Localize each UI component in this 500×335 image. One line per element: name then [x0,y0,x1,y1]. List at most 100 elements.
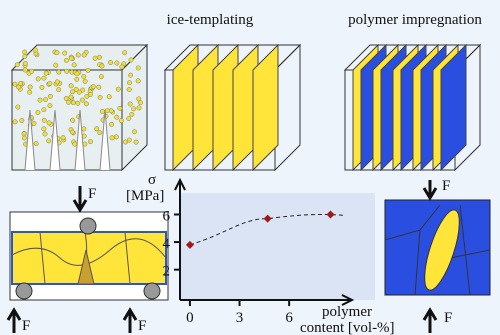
particle [47,121,51,125]
particle [76,101,80,105]
force-label: F [444,310,452,326]
particle [116,87,120,91]
particle [131,107,135,111]
particle [120,65,124,69]
particle [122,51,126,55]
particle [46,139,50,143]
particle [69,95,73,99]
panel-title: ice-templating [167,12,254,28]
particle [64,58,68,62]
particle [22,136,26,140]
particle [110,136,114,140]
particle [84,102,88,106]
particle [114,135,118,139]
x-tick-label: 3 [236,310,244,326]
particle [44,71,48,75]
force-label: F [22,318,30,334]
particle [57,87,61,91]
particle [86,68,90,72]
particle [42,107,46,111]
particle [70,130,74,134]
x-axis-label: polymer [322,304,372,320]
particle [70,118,74,122]
particle [98,130,102,134]
particle [128,102,132,106]
particle [80,98,84,102]
particle [136,79,140,83]
particle [88,92,92,96]
particle [27,90,31,94]
particle [82,127,86,131]
particle [40,85,44,89]
particle [18,81,22,85]
particle [55,50,59,54]
roller [80,218,96,234]
particle [136,66,140,70]
particle [97,85,101,89]
particle [20,118,24,122]
y-axis-unit: [MPa] [126,188,164,204]
particle [137,97,141,101]
particle [132,130,136,134]
particle [23,61,27,65]
particle [88,139,92,143]
particle [83,79,87,83]
particle [94,127,98,131]
particle [91,84,95,88]
roller [16,283,32,299]
particle [42,76,46,80]
y-axis-symbol: σ [148,172,156,188]
particle [69,56,73,60]
particle [118,106,122,110]
particle [57,70,61,74]
particle [137,106,141,110]
particle [15,62,19,66]
particle [127,116,131,120]
particle [72,63,76,67]
x-tick-label: 6 [285,310,293,326]
particle [127,138,131,142]
particle [69,84,73,88]
y-tick-label: 6 [163,208,171,224]
particle [43,132,47,136]
particle [42,127,46,131]
particle [99,74,103,78]
panel-title: polymer impregnation [348,12,482,28]
particle [63,51,67,55]
x-axis-label: content [vol-%] [300,320,395,335]
particle [130,112,134,116]
particle [43,97,47,101]
particle [29,69,33,73]
particle [48,103,52,107]
particle [48,94,52,98]
particle [97,55,101,59]
particle [54,63,58,67]
particle [64,96,68,100]
particle [77,90,81,94]
particle [36,110,40,114]
force-label: F [442,178,450,194]
y-tick-label: 2 [163,264,171,280]
particle [119,118,123,122]
particle [75,77,79,81]
particle [100,109,104,113]
particle [23,68,27,72]
particle [127,81,131,85]
particle [93,56,97,60]
particle [108,60,112,64]
particle [134,140,138,144]
x-tick-label: 0 [186,310,194,326]
y-tick-label: 4 [163,236,171,252]
particle [34,141,38,145]
particle [82,53,86,57]
particle [42,118,46,122]
particle [13,82,17,86]
particle [115,115,119,119]
particle [55,80,59,84]
particle [115,61,119,65]
particle [33,48,37,52]
particle [76,53,80,57]
particle [22,132,26,136]
particle [36,77,40,81]
roller [144,283,160,299]
